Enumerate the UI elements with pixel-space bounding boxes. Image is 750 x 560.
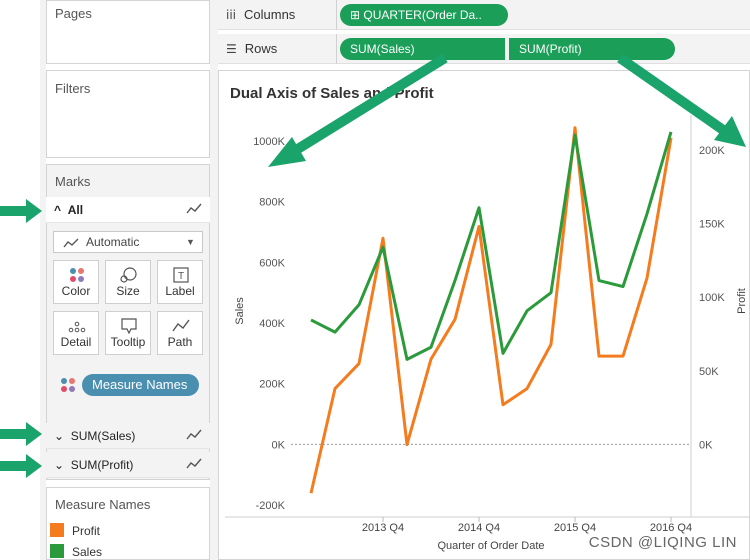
- measure-names-pill[interactable]: Measure Names: [82, 374, 199, 396]
- y-left-tick-label: 200K: [259, 379, 285, 391]
- color-icon: [61, 378, 75, 392]
- y-left-tick-label: 0K: [272, 439, 286, 451]
- columns-shelf-label: iii Columns: [226, 7, 296, 22]
- legend-swatch-sales: [50, 544, 64, 558]
- y-left-tick-label: 1000K: [253, 136, 285, 148]
- x-tick-label: 2014 Q4: [458, 522, 500, 534]
- annotation-arrow-icon: [0, 199, 42, 223]
- y-right-tick-label: 200K: [699, 145, 725, 157]
- columns-pill-quarter[interactable]: ⊞ QUARTER(Order Da..: [340, 4, 508, 26]
- shelf-divider: [336, 34, 337, 64]
- x-tick-label: 2016 Q4: [650, 522, 692, 534]
- line-mark-icon: [186, 203, 202, 214]
- tooltip-tile-label: Tooltip: [110, 335, 146, 349]
- chevron-down-icon: ⌄: [54, 429, 65, 443]
- filters-card[interactable]: Filters: [46, 70, 210, 158]
- pages-card[interactable]: Pages: [46, 0, 210, 64]
- marks-profit-row[interactable]: ⌄ SUM(Profit): [46, 452, 210, 478]
- series-line-profit: [309, 126, 673, 494]
- legend-title: Measure Names: [55, 497, 151, 512]
- chevron-up-icon: ^: [54, 203, 62, 217]
- y-left-tick-label: 800K: [259, 197, 285, 209]
- label-tile-label: Label: [165, 284, 195, 298]
- x-tick-label: 2015 Q4: [554, 522, 596, 534]
- size-tile-label: Size: [116, 284, 140, 298]
- rows-pill-profit[interactable]: SUM(Profit): [509, 38, 675, 60]
- line-mark-icon: [186, 429, 202, 440]
- detail-tile[interactable]: Detail: [53, 311, 99, 355]
- shelf-divider: [336, 0, 337, 30]
- path-icon: [172, 319, 190, 332]
- detail-tile-label: Detail: [60, 335, 92, 349]
- annotation-arrow-icon: [0, 454, 42, 478]
- tooltip-tile[interactable]: Tooltip: [105, 311, 151, 355]
- label-tile[interactable]: T Label: [157, 260, 203, 304]
- columns-icon: iii: [226, 7, 237, 22]
- svg-text:T: T: [178, 271, 184, 282]
- pane-gutter: [40, 0, 46, 560]
- measure-names-legend: Measure Names: [46, 487, 210, 560]
- watermark: CSDN @LIQING LIN: [588, 534, 737, 551]
- columns-shelf[interactable]: iii Columns ⊞ QUARTER(Order Da..: [218, 0, 750, 30]
- path-tile-label: Path: [167, 335, 193, 349]
- y-right-tick-label: 100K: [699, 292, 725, 304]
- y-right-tick-label: 150K: [699, 219, 725, 231]
- pages-title: Pages: [55, 6, 92, 21]
- marks-profit-label: ⌄ SUM(Profit): [54, 458, 134, 472]
- line-mark-icon: [63, 238, 79, 248]
- x-tick-label: 2013 Q4: [362, 522, 404, 534]
- mark-type-dropdown[interactable]: Automatic ▼: [53, 231, 203, 253]
- dual-axis-chart: -200K 0K 200K 400K 600K 800K 1000K 0K 50K 100K 150…: [225, 115, 750, 552]
- pane-gutter-center: [210, 0, 218, 560]
- detail-icon: [68, 321, 86, 333]
- y-left-tick-label: 600K: [259, 257, 285, 269]
- color-tile-label: Color: [61, 284, 91, 298]
- y-left-axis-title: Sales: [234, 297, 246, 325]
- size-icon: [120, 267, 137, 283]
- rows-icon: ☰: [226, 41, 237, 56]
- label-icon: T: [173, 267, 189, 283]
- size-tile[interactable]: Size: [105, 260, 151, 304]
- filters-title: Filters: [55, 81, 91, 96]
- x-axis-title: Quarter of Order Date: [438, 540, 545, 552]
- line-mark-icon: [186, 458, 202, 469]
- rows-shelf[interactable]: ☰ Rows SUM(Sales) SUM(Profit): [218, 34, 750, 64]
- color-icon: [70, 268, 84, 282]
- y-left-tick-label: -200K: [256, 500, 286, 512]
- series-line-sales: [310, 131, 673, 361]
- marks-sales-row[interactable]: ⌄ SUM(Sales): [46, 423, 210, 449]
- chevron-down-icon: ⌄: [54, 458, 65, 472]
- annotation-arrow-icon: [0, 422, 42, 446]
- color-tile[interactable]: Color: [53, 260, 99, 304]
- caret-down-icon: ▼: [186, 237, 195, 247]
- mark-type-value: Automatic: [86, 235, 140, 249]
- marks-all-label: ^ All: [54, 203, 84, 217]
- tooltip-icon: [121, 318, 137, 334]
- path-tile[interactable]: Path: [157, 311, 203, 355]
- y-right-axis-title: Profit: [736, 288, 748, 314]
- rows-pill-sales[interactable]: SUM(Sales): [340, 38, 505, 60]
- legend-item-profit[interactable]: Profit: [50, 523, 100, 538]
- rows-shelf-label: ☰ Rows: [226, 41, 278, 56]
- viz-pane: Dual Axis of Sales and Profit -200K 0K 200…: [218, 70, 750, 560]
- marks-all-row[interactable]: ^ All: [46, 197, 210, 223]
- marks-sales-label: ⌄ SUM(Sales): [54, 429, 136, 443]
- legend-swatch-profit: [50, 523, 64, 537]
- y-right-tick-label: 50K: [699, 366, 719, 378]
- marks-title: Marks: [55, 174, 91, 189]
- legend-item-sales[interactable]: Sales: [50, 544, 102, 559]
- y-left-tick-label: 400K: [259, 318, 285, 330]
- y-right-tick-label: 0K: [699, 440, 713, 452]
